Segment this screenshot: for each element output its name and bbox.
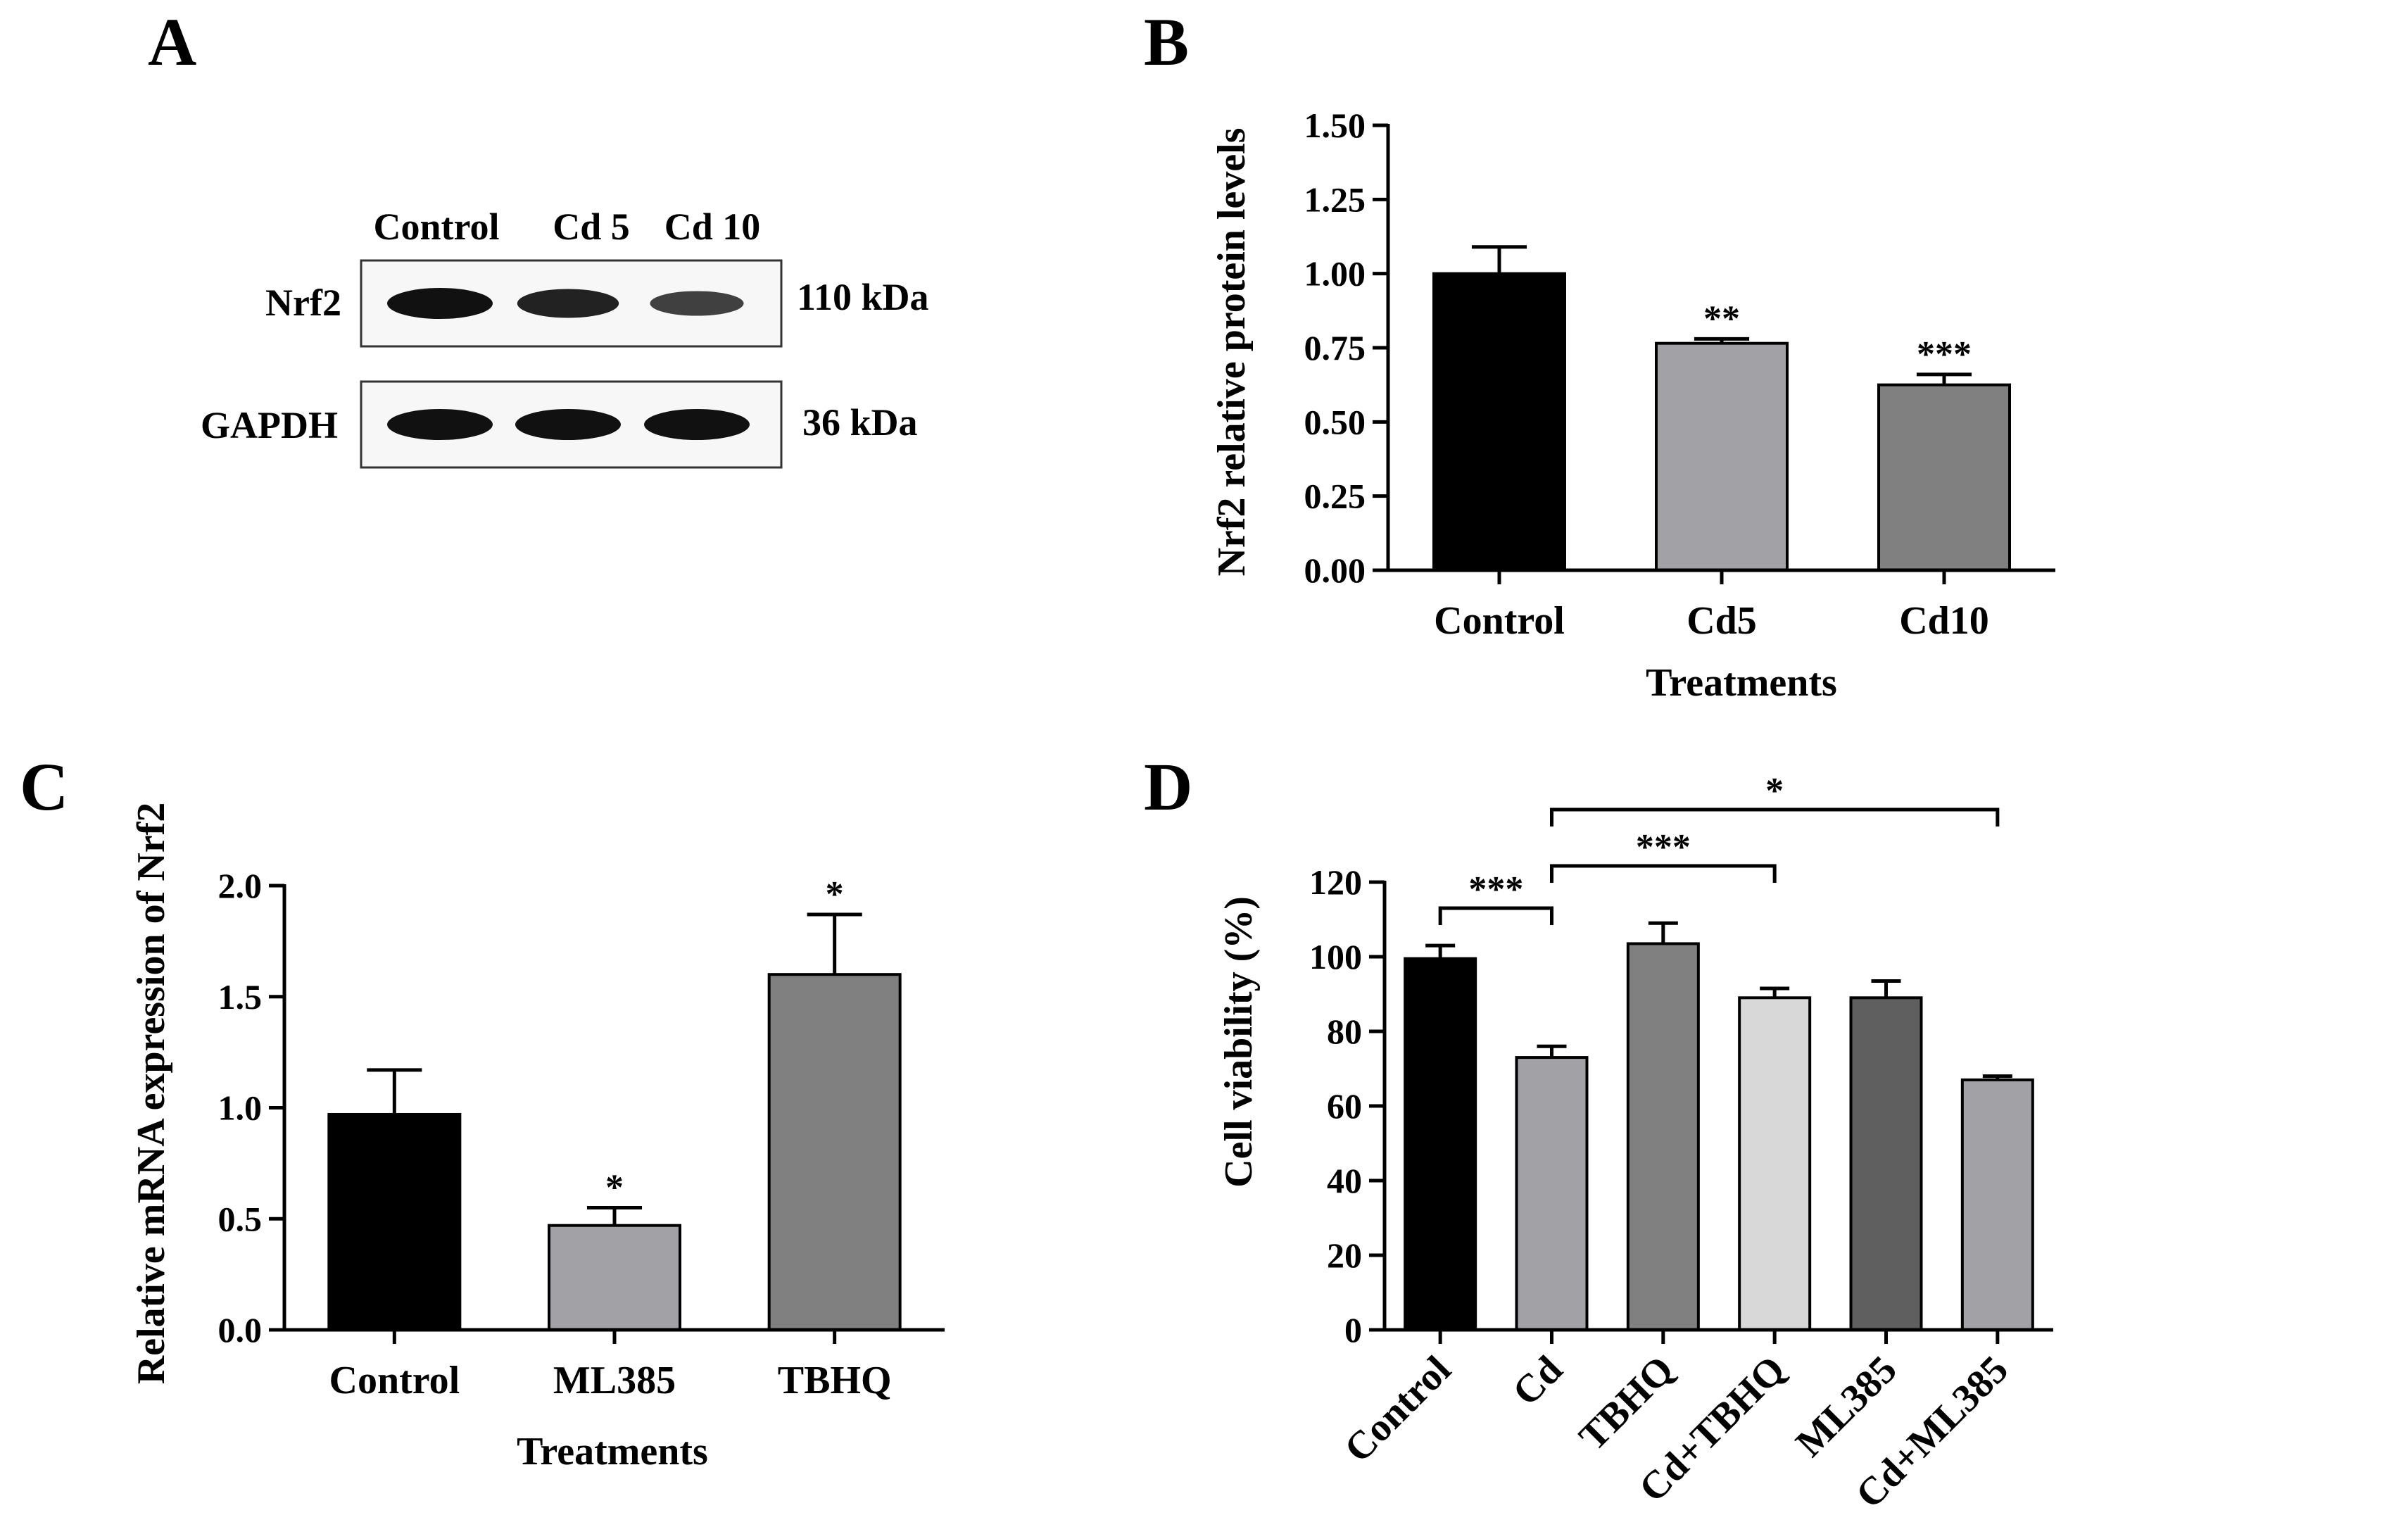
bracket-label-2: *** <box>1636 827 1691 867</box>
y-tick-label-100: 100 <box>1309 937 1362 976</box>
y-tick-label-2-0: 2.0 <box>218 866 263 905</box>
y-tick-label-1-0: 1.0 <box>218 1088 263 1128</box>
bracket-1 <box>1438 906 1553 925</box>
y-tick-label-60: 60 <box>1327 1086 1362 1126</box>
significance-cd10: *** <box>1917 334 1972 375</box>
bracket-label-3: * <box>1765 771 1784 811</box>
y-tick-label-1-5: 1.5 <box>218 977 263 1017</box>
y-axis-label: Relative mRNA expression of Nrf2 <box>130 803 173 1384</box>
panel-letter-d: D <box>1144 749 1192 824</box>
bar-tbhq <box>1626 942 1700 1331</box>
bar-cd-ml385 <box>1960 1078 2034 1332</box>
x-tick-label-cd: Cd <box>1504 1347 1570 1414</box>
blot-size-nrf2: 110 kDa <box>797 276 929 318</box>
bar-control <box>327 1112 462 1331</box>
bars: ** <box>327 874 902 1331</box>
x-axis-label: Treatments <box>517 1430 708 1473</box>
x-tick-label-control: Control <box>1336 1347 1459 1471</box>
bracket-2 <box>1550 864 1777 883</box>
y-tick-label-80: 80 <box>1327 1012 1362 1051</box>
y-tick-label-1-00: 1.00 <box>1304 254 1366 294</box>
band-nrf2-cd-5 <box>517 289 619 318</box>
x-tick-label-control: Control <box>329 1359 460 1402</box>
panel-letter-b: B <box>1144 4 1189 80</box>
y-tick-label-1-25: 1.25 <box>1304 180 1366 219</box>
bars <box>1404 921 2034 1332</box>
y-axis-label: Nrf2 relative protein levels <box>1210 127 1254 576</box>
y-axis-label: Cell viability (%) <box>1217 896 1261 1188</box>
bar-control <box>1432 272 1566 572</box>
x-tick-label-ml385: ML385 <box>553 1359 676 1402</box>
y-tick-label-0-00: 0.00 <box>1304 551 1366 590</box>
y-tick-label-0-75: 0.75 <box>1304 328 1366 367</box>
bracket-label-1: *** <box>1468 869 1523 910</box>
y-tick-label-20: 20 <box>1327 1236 1362 1275</box>
band-gapdh-cd-5 <box>515 409 621 440</box>
significance-brackets: ******* <box>1438 771 2000 925</box>
lane-label-cd5: Cd 5 <box>553 206 630 248</box>
blot-size-gapdh: 36 kDa <box>802 401 918 444</box>
bar-cd10 <box>1877 383 2011 572</box>
bar-tbhq <box>767 973 902 1331</box>
band-gapdh-cd-10 <box>644 409 750 440</box>
blot-row-label-nrf2: Nrf2 <box>265 282 341 324</box>
y-tick-label-40: 40 <box>1327 1161 1362 1200</box>
y-tick-label-1-50: 1.50 <box>1304 106 1366 145</box>
panel-letter-c: C <box>20 749 68 824</box>
axes: Control ML385 TBHQ 0.0 0.5 1.0 1.5 2.0 <box>218 866 945 1402</box>
x-tick-label-tbhq: TBHQ <box>778 1359 892 1402</box>
band-nrf2-cd-10 <box>650 291 744 316</box>
x-tick-label-cd5: Cd5 <box>1687 599 1757 643</box>
x-tick-label-control: Control <box>1434 599 1565 643</box>
bar-cd5 <box>1655 341 1789 572</box>
y-tick-label-0: 0 <box>1344 1310 1362 1350</box>
bar-cd-tbhq <box>1738 996 1812 1332</box>
x-axis-label: Treatments <box>1646 661 1837 705</box>
significance-cd5: ** <box>1703 298 1740 339</box>
lane-label-cd10: Cd 10 <box>664 206 761 248</box>
bracket-3 <box>1550 807 2000 826</box>
band-group-nrf2 <box>387 288 744 319</box>
y-tick-label-0-50: 0.50 <box>1304 402 1366 441</box>
bar-ml385 <box>1849 996 1923 1332</box>
panel-letter-a: A <box>148 4 196 80</box>
x-tick-label-cd10: Cd10 <box>1899 599 1989 643</box>
bars: ***** <box>1432 245 2011 572</box>
band-gapdh-control <box>387 409 493 440</box>
x-tick-label-tbhq: TBHQ <box>1571 1347 1682 1459</box>
axes: Control Cd5 Cd10 0.00 0.25 0.50 0.75 1.00 1.25 1.… <box>1304 106 2055 643</box>
blot-row-label-gapdh: GAPDH <box>201 404 338 446</box>
chart-d: ******* Control Cd TBHQCd+TBHQML385Cd+ML38… <box>1217 771 2053 1515</box>
y-tick-label-0-5: 0.5 <box>218 1199 263 1238</box>
y-tick-label-0-25: 0.25 <box>1304 477 1366 516</box>
y-tick-label-120: 120 <box>1309 862 1362 902</box>
bar-cd <box>1515 1056 1589 1331</box>
bar-ml385 <box>548 1224 681 1331</box>
significance-tbhq: * <box>826 874 844 914</box>
band-group-gapdh <box>387 409 750 440</box>
band-nrf2-control <box>387 288 493 319</box>
lane-label-control: Control <box>373 206 499 248</box>
y-tick-label-0-0: 0.0 <box>218 1310 263 1350</box>
bar-control <box>1404 957 1477 1331</box>
western-blot-panel: Control Cd 5 Cd 10 Nrf2 GAPDH 110 kDa 36… <box>201 206 929 469</box>
chart-b: ***** Control Cd5 Cd100.000.250.500.751.00… <box>1210 106 2055 705</box>
significance-ml385: * <box>605 1167 624 1207</box>
